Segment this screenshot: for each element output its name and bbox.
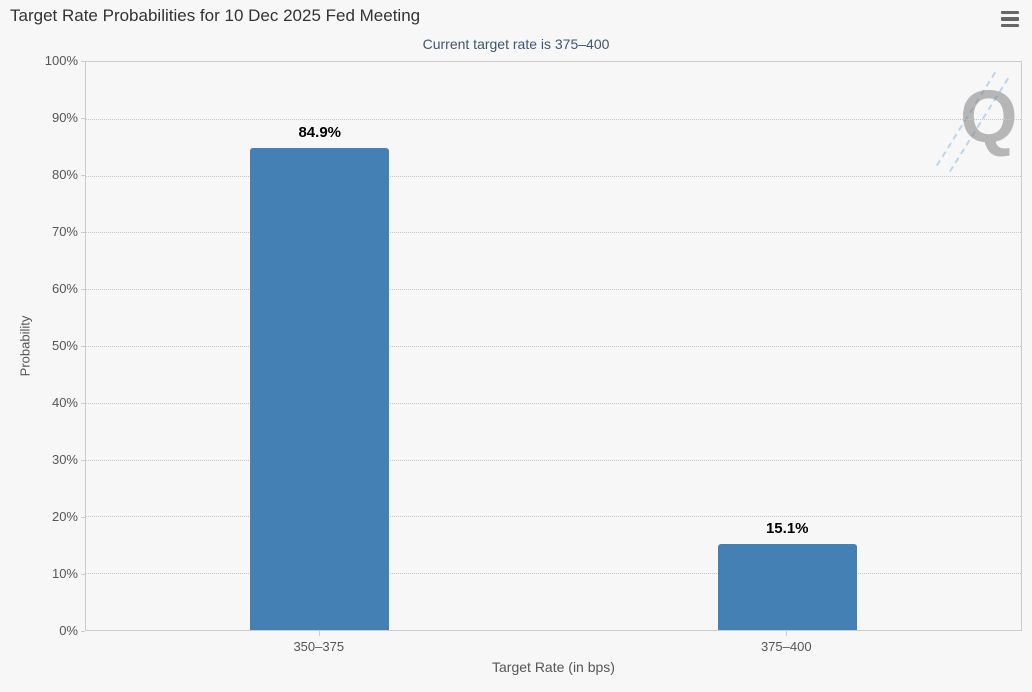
y-axis-tick-label: 80% [51, 167, 78, 182]
plot-area: Q 84.9% 15.1% [85, 61, 1022, 631]
gridline [86, 118, 1021, 120]
bar-375–400[interactable] [717, 544, 857, 630]
bar-value-label: 84.9% [298, 124, 342, 141]
gridline [86, 573, 1021, 575]
y-axis-tick [81, 573, 85, 575]
y-axis-tick [81, 174, 85, 176]
gridline [86, 516, 1021, 518]
watermark-swoosh [949, 77, 1009, 173]
bar-value-label: 15.1% [765, 520, 809, 537]
hamburger-menu-icon [1001, 17, 1019, 21]
x-axis-tick [786, 631, 788, 636]
x-axis-tick [318, 631, 320, 636]
y-axis-tick-label: 50% [51, 338, 78, 353]
y-axis-tick-label: 90% [51, 110, 78, 125]
gridline [86, 402, 1021, 404]
chart-title: Target Rate Probabilities for 10 Dec 202… [10, 6, 421, 25]
y-axis-tick [81, 231, 85, 233]
x-axis-title: Target Rate (in bps) [492, 659, 615, 675]
y-axis-tick-label: 20% [51, 509, 78, 524]
gridline [86, 459, 1021, 461]
y-axis-tick [81, 630, 85, 632]
y-axis-tick [81, 288, 85, 290]
chart-subtitle: Current target rate is 375–400 [422, 36, 610, 52]
y-axis-tick [81, 60, 85, 62]
y-axis-tick [81, 345, 85, 347]
y-axis-tick-label: 60% [51, 281, 78, 296]
y-axis-tick-label: 70% [51, 224, 78, 239]
y-axis-tick [81, 117, 85, 119]
y-axis-tick [81, 516, 85, 518]
hamburger-menu-icon [1001, 23, 1019, 28]
gridline [86, 232, 1021, 234]
y-axis-tick-label: 30% [51, 452, 78, 467]
x-axis-tick-label: 350–375 [293, 639, 345, 654]
y-axis-tick-label: 100% [44, 53, 78, 68]
quikstrike-watermark: Q [936, 71, 1026, 173]
gridline [86, 346, 1021, 347]
gridline [86, 289, 1021, 291]
x-axis-tick-label: 375–400 [760, 639, 812, 654]
gridline [86, 175, 1021, 177]
y-axis-tick-label: 10% [51, 566, 78, 581]
y-axis-tick-label: 0% [59, 623, 78, 638]
y-axis-tick-label: 40% [51, 395, 78, 410]
hamburger-menu-icon [1001, 10, 1019, 15]
export-menu-button[interactable] [996, 6, 1024, 32]
quikstrike-q-logo-icon: Q [960, 75, 1018, 158]
y-axis-tick [81, 402, 85, 404]
bar-350–375[interactable] [250, 148, 390, 630]
y-axis-tick [81, 459, 85, 461]
